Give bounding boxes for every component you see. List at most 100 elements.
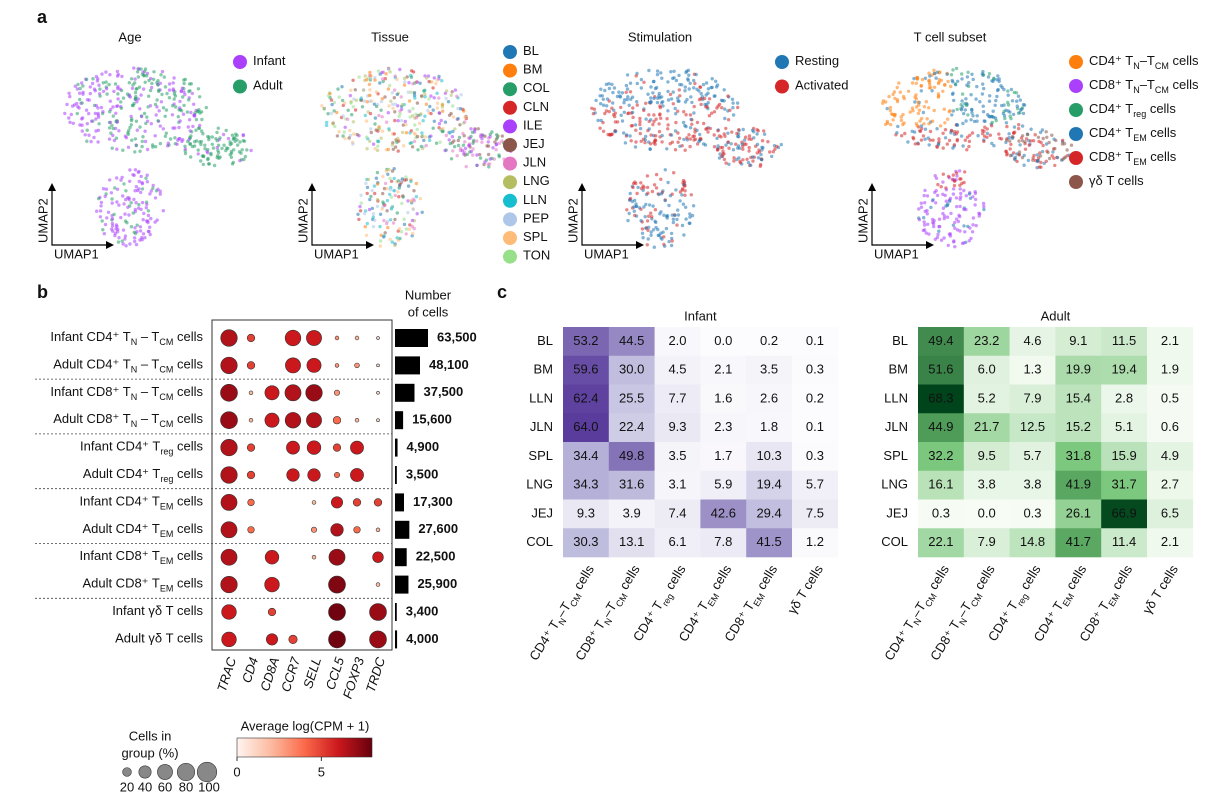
umap-point <box>362 99 367 103</box>
dot <box>220 576 238 594</box>
umap-point <box>942 236 946 240</box>
umap-point <box>139 114 144 119</box>
umap-point <box>117 236 121 240</box>
umap-point <box>371 212 376 216</box>
umap-point <box>388 237 392 242</box>
dot <box>376 418 380 422</box>
cell-label: 2.0 <box>668 333 686 348</box>
umap-point <box>601 103 606 107</box>
bar <box>395 575 409 594</box>
umap-point <box>420 210 424 214</box>
umap-point <box>967 144 971 149</box>
umap-point <box>163 85 168 89</box>
heatmap-cell <box>1147 528 1194 558</box>
umap-point <box>96 77 100 81</box>
umap-point <box>178 119 182 123</box>
umap-point <box>966 70 970 75</box>
size-legend-label: 80 <box>179 779 193 794</box>
umap-point <box>922 193 926 198</box>
label-part: SPL <box>523 229 548 244</box>
umap-point <box>645 219 650 223</box>
umap-point <box>921 228 925 233</box>
umap-point <box>113 233 117 238</box>
umap-point <box>398 67 402 72</box>
cell-label: 31.7 <box>1111 477 1136 492</box>
umap-point <box>704 93 708 97</box>
umap-point <box>351 142 355 146</box>
umap-point <box>965 83 969 87</box>
umap-point <box>694 72 698 77</box>
label-part: –T <box>1140 77 1155 92</box>
heatmap-cell <box>792 384 839 414</box>
cell-label: 7.5 <box>806 505 824 520</box>
umap-point <box>463 140 467 144</box>
umap-point <box>392 176 396 181</box>
umap-point <box>1008 153 1013 158</box>
cell-label: 41.9 <box>1066 477 1091 492</box>
umap-point <box>448 141 452 146</box>
umap-point <box>1023 147 1028 151</box>
umap-point <box>683 193 687 197</box>
umap-point <box>654 220 658 225</box>
umap-point <box>942 214 947 218</box>
umap-point <box>115 104 120 108</box>
umap-point <box>98 87 102 91</box>
umap-point <box>967 192 972 196</box>
heatmap-cell <box>608 355 655 385</box>
umap-point <box>645 174 650 178</box>
heatmap-cell <box>1009 470 1056 500</box>
umap-point <box>134 97 138 101</box>
heatmap-cell <box>1147 442 1194 472</box>
umap-point <box>881 99 886 103</box>
dot <box>353 526 361 534</box>
umap-point <box>996 87 1000 92</box>
umap-point <box>431 86 435 90</box>
label-part: ILE <box>523 118 543 133</box>
umap-point <box>1007 136 1011 140</box>
umap-point <box>435 91 439 96</box>
legend-label: CD4⁺ Treg cells <box>1089 101 1176 119</box>
umap-point <box>99 204 103 208</box>
umap-point <box>643 215 647 219</box>
dot <box>246 333 256 343</box>
umap-point <box>141 135 145 139</box>
dot <box>284 329 302 347</box>
umap-point <box>659 116 663 121</box>
umap-point <box>721 149 725 153</box>
umap-point <box>649 211 653 215</box>
umap-point <box>348 133 353 138</box>
row-label: SPL <box>528 448 553 463</box>
umap-point <box>216 148 220 153</box>
umap-point <box>933 71 937 76</box>
legend-label: JEJ <box>523 136 545 151</box>
umap-point <box>85 98 90 102</box>
legend-swatch <box>1069 55 1083 69</box>
umap-point <box>951 223 956 227</box>
umap-point <box>596 118 600 123</box>
umap-point <box>110 197 114 201</box>
umap-point <box>435 106 439 110</box>
umap-point <box>179 89 183 93</box>
umap-point <box>409 90 413 94</box>
umap-point <box>148 104 153 108</box>
umap-point <box>495 133 499 137</box>
umap-point <box>406 210 410 215</box>
umap-point <box>392 88 397 92</box>
umap-point <box>80 116 85 120</box>
umap-point <box>185 110 190 114</box>
umap-point <box>475 153 479 157</box>
umap-point <box>363 225 367 229</box>
umap-point <box>107 82 111 87</box>
umap-point <box>196 152 200 156</box>
label-part: Adult γδ T cells <box>115 631 203 646</box>
umap-point <box>500 139 504 143</box>
umap-point <box>119 100 123 104</box>
umap-point <box>114 111 118 116</box>
umap-point <box>368 93 372 98</box>
dot <box>334 472 340 478</box>
umap-point <box>390 91 394 95</box>
umap-point <box>672 69 676 74</box>
umap-point <box>122 202 126 206</box>
umap-point <box>644 226 648 230</box>
umap-point <box>653 139 657 144</box>
